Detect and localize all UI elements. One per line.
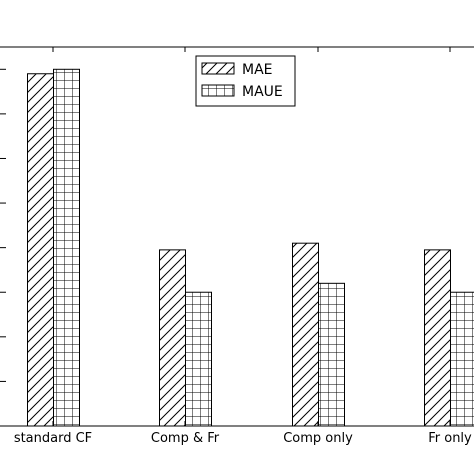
bar-mae-2: [292, 242, 319, 427]
bar-maue-0: [53, 68, 80, 427]
bar-maue-3: [450, 291, 474, 427]
bar-mae-1: [159, 249, 186, 427]
bar-mae-0: [27, 73, 54, 427]
bar-mae-3: [424, 249, 451, 427]
x-tick-label-0: standard CF: [14, 431, 92, 446]
x-tick-label-1: Comp & Fr: [151, 431, 220, 446]
x-tick-label-3: Fr only: [428, 431, 472, 446]
legend-label-mae: MAE: [242, 62, 273, 78]
legend: MAE MAUE: [195, 55, 296, 107]
bar-maue-1: [185, 291, 212, 427]
bars: [27, 68, 474, 427]
legend-label-maue: MAUE: [242, 84, 283, 100]
legend-swatch-maue: [201, 84, 235, 97]
bar-maue-2: [318, 282, 345, 427]
x-tick-label-2: Comp only: [283, 431, 353, 446]
legend-swatch-mae: [201, 62, 235, 75]
ticks: standard CF Comp & Fr Comp only Fr only: [0, 47, 472, 446]
